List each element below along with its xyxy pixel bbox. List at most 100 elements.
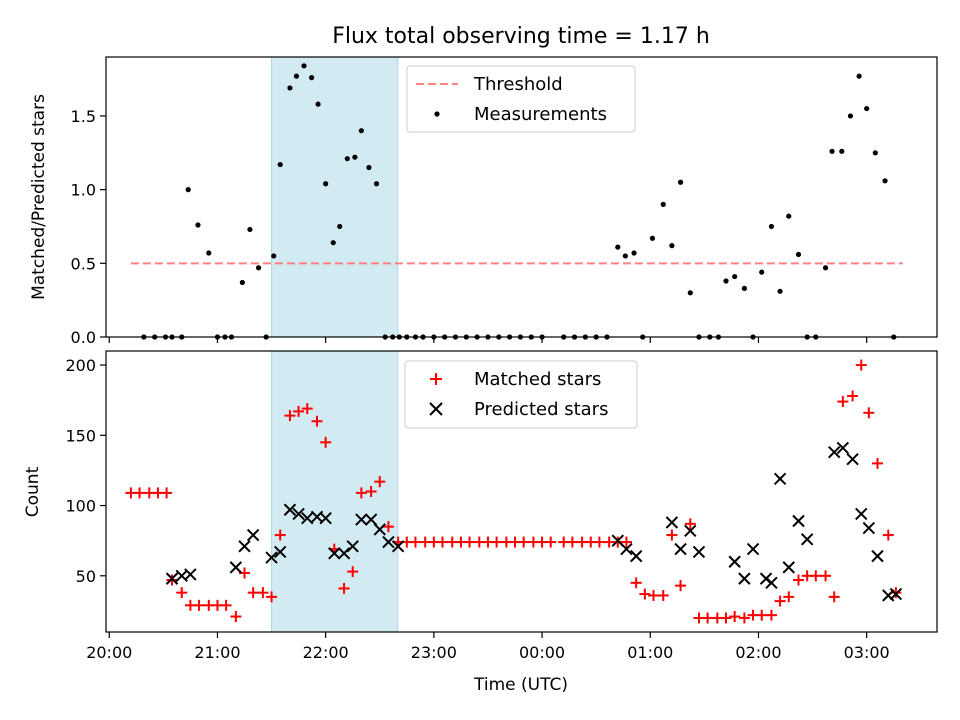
matched-star-point (347, 566, 359, 578)
measurement-point (822, 265, 829, 271)
predicted-star-point (684, 524, 697, 538)
bottom-y-axis-label: Count (23, 466, 43, 517)
matched-star-point (545, 536, 557, 548)
predicted-star-point (391, 540, 405, 553)
matched-star-point (639, 588, 651, 600)
measurement-point (366, 164, 372, 171)
measurement-point (323, 181, 329, 187)
matched-star-point (828, 591, 840, 603)
y-tick-label: 200 (65, 356, 96, 375)
measurement-point (777, 288, 783, 294)
x-tick-label: 01:00 (627, 643, 673, 662)
matched-star-point (161, 487, 173, 499)
measurement-point (206, 250, 212, 256)
matched-star-point (274, 529, 286, 541)
measurement-point (660, 201, 666, 207)
measurement-point (631, 250, 637, 256)
matched-star-point (774, 595, 786, 607)
matched-star-point (518, 536, 530, 548)
measurement-point (195, 222, 201, 228)
matched-star-point (257, 587, 269, 599)
legend-threshold-label: Threshold (473, 74, 563, 95)
x-tick-label: 03:00 (844, 643, 890, 662)
top-legend: Threshold Measurements (406, 65, 636, 133)
measurement-point (271, 253, 277, 259)
measurement-point (615, 244, 621, 250)
predicted-star-point (319, 511, 332, 525)
measurement-point (882, 178, 888, 184)
predicted-star-point (871, 549, 884, 563)
predicted-star-point (229, 561, 243, 574)
x-tick-label: 20:00 (86, 643, 132, 662)
legend-measurements-swatch (434, 111, 440, 117)
predicted-star-point (184, 568, 197, 581)
matched-star-point (855, 359, 867, 371)
predicted-star-point (692, 545, 706, 559)
matched-star-point (355, 487, 367, 499)
predicted-star-point (165, 572, 179, 585)
x-tick-label: 22:00 (303, 643, 349, 662)
legend-matched-label: Matched stars (474, 369, 601, 390)
matched-star-point (293, 405, 305, 417)
top-axes-frame (105, 56, 938, 338)
predicted-star-point (862, 521, 876, 535)
measurement-point (669, 243, 675, 249)
measurement-point (344, 156, 350, 162)
predicted-star-point (800, 533, 814, 546)
matched-star-point (657, 589, 669, 601)
predicted-star-point (265, 551, 278, 564)
matched-star-point (230, 611, 242, 623)
predicted-star-point (382, 535, 395, 549)
matched-star-point (365, 486, 377, 497)
measurement-point (786, 213, 792, 219)
matched-star-point (675, 580, 687, 592)
legend-predicted-swatch (429, 402, 443, 416)
x-axis-label: Time (UTC) (473, 675, 568, 695)
x-tick-label: 02:00 (735, 643, 781, 662)
matched-star-point (247, 587, 259, 599)
matched-star-point (193, 599, 205, 611)
matched-star-point (374, 476, 386, 488)
measurement-point (864, 105, 870, 112)
measurement-point (373, 181, 380, 187)
bottom-axes-frame (105, 350, 938, 633)
bottom-legend: Matched stars Predicted stars (404, 360, 638, 429)
x-tick-label: 23:00 (411, 643, 457, 662)
measurement-point (185, 187, 191, 193)
predicted-star-point (346, 540, 359, 553)
y-tick-label: 50 (76, 567, 96, 586)
measurement-point (741, 285, 747, 291)
x-tick-label: 00:00 (519, 643, 565, 662)
matched-star-point (409, 536, 421, 548)
measurement-point (255, 265, 262, 271)
matched-star-point (620, 536, 632, 548)
matched-star-point (301, 403, 313, 415)
measurement-point (287, 85, 293, 91)
matched-star-point (338, 582, 350, 594)
matched-star-point (738, 612, 750, 624)
matched-star-point (783, 591, 795, 603)
matched-star-point (320, 436, 332, 448)
matched-star-point (284, 410, 296, 422)
matched-star-point (684, 518, 696, 530)
measurement-point (687, 290, 693, 296)
predicted-star-point (836, 441, 850, 455)
predicted-star-point (782, 561, 795, 574)
predicted-star-point (665, 516, 679, 529)
matched-star-point (793, 574, 804, 586)
matched-star-point (648, 589, 660, 601)
predicted-star-point (846, 452, 859, 466)
measurement-point (293, 73, 300, 79)
predicted-star-point (674, 542, 687, 556)
predicted-star-point (889, 587, 903, 601)
matched-star-point (820, 570, 832, 582)
predicted-star-point (746, 542, 760, 556)
predicted-star-point (620, 542, 633, 556)
top-shaded-span (271, 56, 399, 338)
predicted-star-point (373, 523, 386, 536)
predicted-star-point (728, 555, 741, 568)
measurement-point (723, 278, 729, 284)
measurement-point (856, 73, 862, 79)
predicted-star-point (738, 572, 751, 585)
